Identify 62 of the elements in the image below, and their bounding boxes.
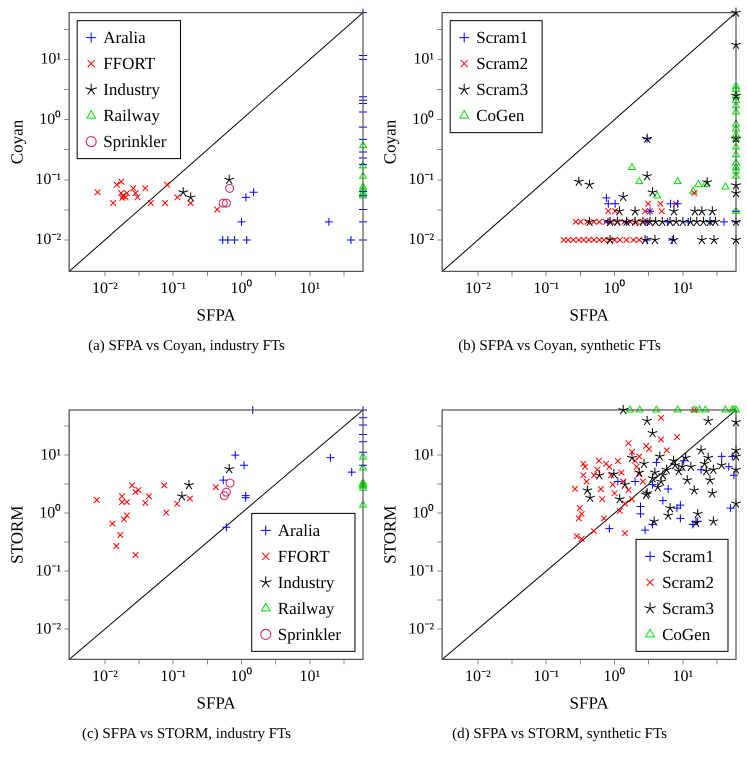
legend-label: Scram3 — [476, 80, 528, 100]
legend-label: Railway — [278, 598, 335, 618]
y-axis-title: Coyan — [380, 119, 400, 164]
x-tick-label: 10⁻² — [465, 668, 492, 686]
text: (b) SFPA vs Coyan, synthetic FTs — [457, 338, 662, 355]
y-tick-label: 10⁻² — [408, 620, 434, 638]
legend-label: Industry — [103, 80, 160, 100]
x-tick-label: 10⁻² — [92, 668, 118, 686]
legend-label: Scram1 — [476, 28, 528, 48]
y-tick-label: 10⁰ — [39, 110, 62, 128]
x-axis-title: SFPA — [570, 693, 610, 712]
x-tick-label: 10¹ — [299, 280, 320, 298]
x-tick-label: 10⁻¹ — [160, 280, 186, 298]
legend-label: CoGen — [662, 624, 711, 644]
y-tick-label: 10¹ — [40, 446, 62, 464]
x-axis-title: SFPA — [196, 305, 236, 324]
y-axis-title: Coyan — [8, 119, 27, 164]
x-tick-label: 10¹ — [672, 280, 694, 298]
y-tick-label: 10⁻¹ — [408, 170, 434, 188]
y-axis-title: STORM — [8, 506, 27, 564]
x-tick-label: 10⁻¹ — [533, 280, 560, 298]
y-tick-label: 10⁰ — [39, 503, 62, 522]
legend-label: Scram1 — [662, 546, 714, 566]
legend-label: Sprinkler — [278, 624, 342, 644]
legend-label: Scram3 — [662, 598, 714, 618]
y-tick-label: 10¹ — [413, 446, 434, 464]
x-axis-title: SFPA — [570, 305, 610, 324]
x-tick-label: 10¹ — [299, 668, 320, 686]
x-tick-label: 10¹ — [672, 668, 694, 686]
x-tick-label: 10⁻¹ — [160, 668, 186, 686]
x-tick-label: 10⁰ — [604, 279, 626, 298]
y-tick-label: 10⁻² — [35, 231, 62, 248]
text: (c) SFPA vs STORM, industry FTs — [80, 726, 292, 743]
x-tick-label: 10⁰ — [230, 279, 253, 298]
legend-label: Aralia — [103, 28, 146, 48]
y-tick-label: 10⁰ — [412, 503, 434, 522]
legend-label: Scram2 — [662, 572, 714, 592]
text: (a) SFPA vs Coyan, industry FTs — [87, 338, 286, 355]
y-tick-label: 10⁻² — [35, 620, 62, 638]
legend-label: Railway — [103, 106, 160, 126]
x-tick-label: 10⁻¹ — [533, 668, 560, 686]
y-tick-label: 10⁻¹ — [35, 562, 62, 580]
text: (d) SFPA vs STORM, synthetic FTs — [451, 726, 668, 743]
legend-label: FFORT — [278, 546, 330, 566]
legend-label: Industry — [278, 572, 335, 592]
y-tick-label: 10⁻² — [408, 231, 434, 248]
legend-label: Aralia — [278, 520, 321, 540]
x-tick-label: 10⁻² — [92, 280, 118, 298]
y-axis-title: STORM — [380, 506, 400, 564]
x-tick-label: 10⁻² — [465, 280, 492, 298]
legend-label: FFORT — [103, 54, 156, 74]
legend-label: Scram2 — [476, 54, 528, 74]
y-tick-label: 10¹ — [413, 50, 434, 68]
x-tick-label: 10⁰ — [230, 667, 253, 686]
y-tick-label: 10¹ — [40, 50, 62, 68]
y-tick-label: 10⁻¹ — [35, 170, 62, 188]
x-tick-label: 10⁰ — [604, 667, 626, 686]
y-tick-label: 10⁻¹ — [408, 562, 434, 580]
y-tick-label: 10⁰ — [412, 110, 434, 128]
legend-label: Sprinkler — [103, 132, 167, 152]
legend-label: CoGen — [476, 106, 525, 126]
x-axis-title: SFPA — [196, 693, 236, 712]
